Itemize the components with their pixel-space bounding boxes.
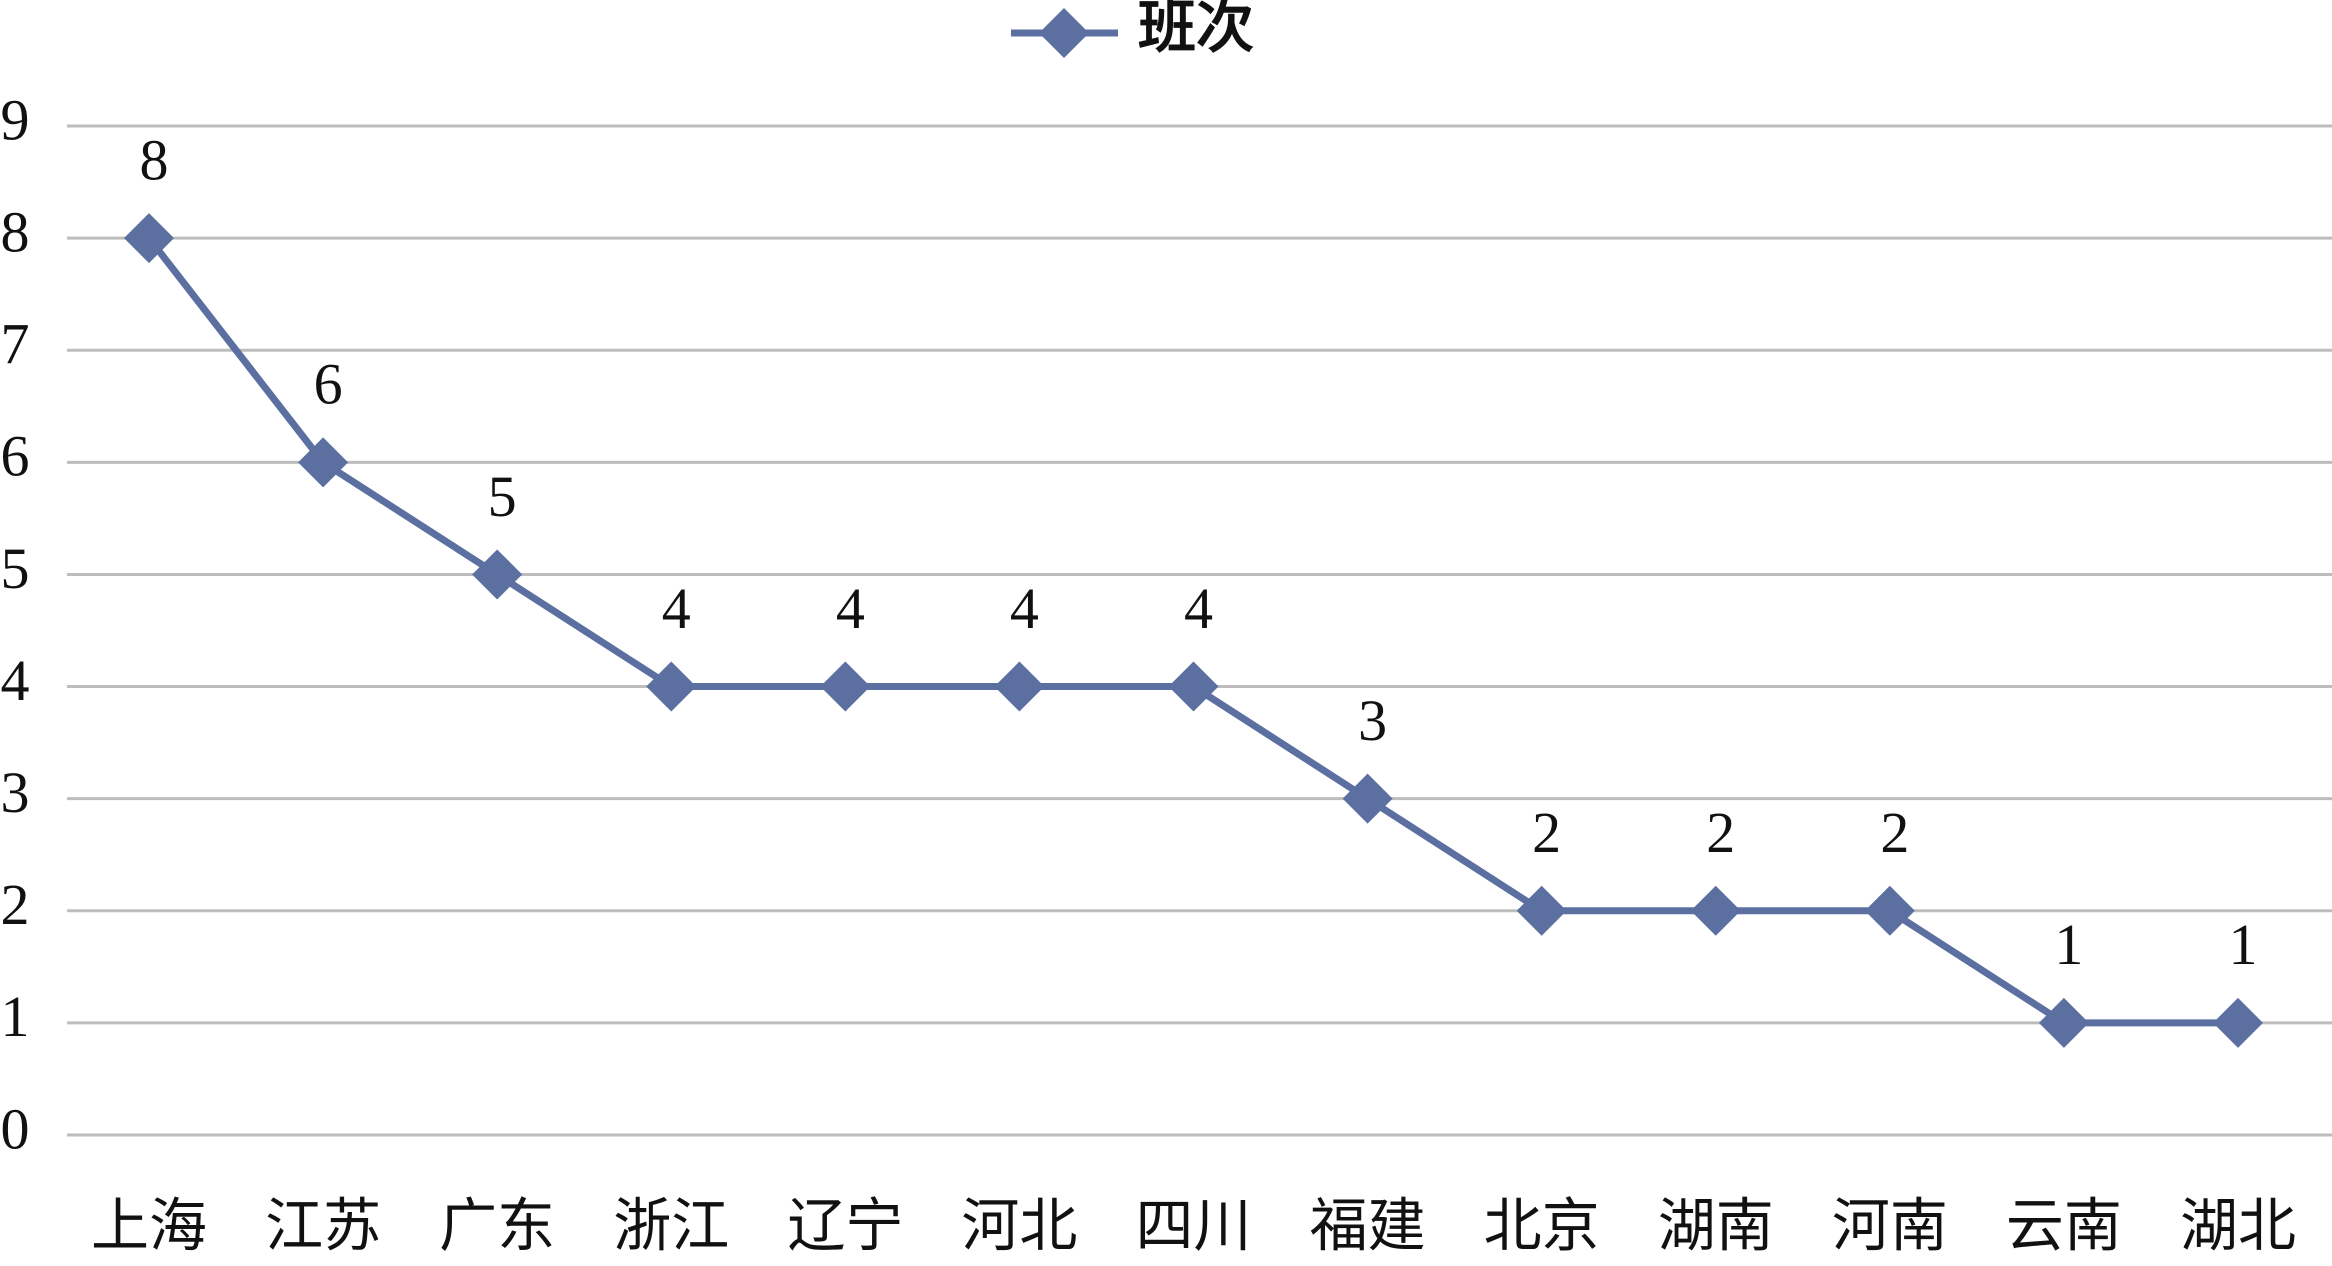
- data-label: 2: [1880, 800, 1909, 865]
- x-tick-label: 北京: [1484, 1193, 1600, 1258]
- x-tick-label: 辽宁: [787, 1193, 903, 1258]
- y-tick-label: 2: [1, 872, 30, 937]
- x-tick-label: 浙江: [613, 1193, 729, 1258]
- data-label: 8: [140, 127, 169, 192]
- x-tick-label: 云南: [2006, 1193, 2122, 1258]
- x-tick-label: 四川: [1135, 1193, 1251, 1258]
- y-tick-label: 3: [1, 760, 30, 825]
- x-tick-label: 福建: [1310, 1193, 1426, 1258]
- data-label: 4: [836, 576, 865, 641]
- y-tick-label: 1: [1, 984, 30, 1049]
- data-label: 6: [314, 352, 343, 417]
- point-marker: [124, 213, 174, 264]
- point-marker: [820, 661, 871, 712]
- point-marker: [472, 549, 523, 600]
- point-marker: [1516, 885, 1567, 936]
- point-marker: [1864, 885, 1915, 936]
- point-marker: [994, 661, 1045, 712]
- point-marker: [1342, 773, 1393, 824]
- data-label: 2: [1532, 800, 1561, 865]
- y-tick-label: 9: [1, 87, 30, 152]
- legend-label: 班次: [1138, 0, 1254, 59]
- x-tick-label: 江苏: [265, 1193, 381, 1258]
- y-tick-label: 7: [1, 312, 30, 377]
- y-tick-label: 8: [1, 199, 30, 264]
- point-marker: [1690, 885, 1741, 936]
- y-tick-label: 6: [1, 424, 30, 489]
- point-marker: [646, 661, 697, 712]
- x-tick-label: 广东: [439, 1193, 555, 1258]
- data-label: 4: [662, 576, 691, 641]
- data-label: 1: [2054, 912, 2083, 977]
- x-tick-label: 河南: [1832, 1193, 1948, 1258]
- point-marker: [298, 437, 349, 488]
- x-tick-label: 湖南: [1658, 1193, 1774, 1258]
- legend-marker: [1039, 8, 1089, 58]
- y-tick-label: 4: [1, 648, 30, 713]
- data-label: 1: [2229, 912, 2258, 977]
- point-marker: [2213, 997, 2263, 1048]
- y-tick-label: 0: [1, 1096, 30, 1161]
- x-tick-label: 湖北: [2180, 1193, 2296, 1258]
- data-label: 4: [1010, 576, 1039, 641]
- point-marker: [2038, 997, 2089, 1048]
- data-label: 4: [1184, 576, 1213, 641]
- point-marker: [1168, 661, 1219, 712]
- y-tick-label: 5: [1, 536, 30, 601]
- x-tick-label: 上海: [91, 1193, 207, 1258]
- data-label: 2: [1706, 800, 1735, 865]
- data-label: 5: [488, 464, 517, 529]
- data-label: 3: [1358, 688, 1387, 753]
- x-tick-label: 河北: [961, 1193, 1077, 1258]
